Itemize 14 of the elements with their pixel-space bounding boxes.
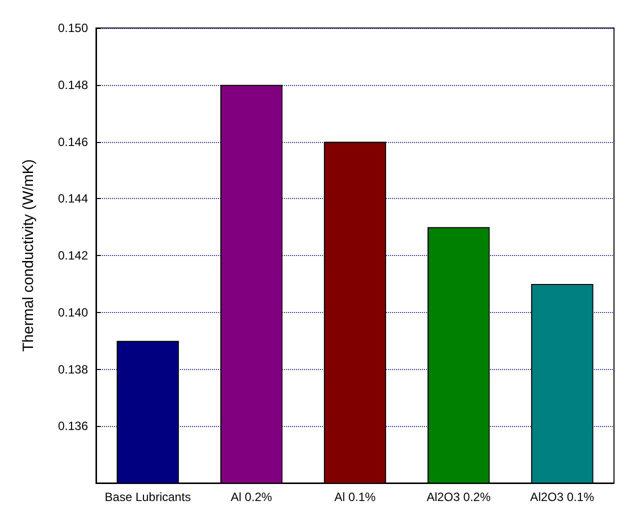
y-tick-label: 0.140 [58,305,88,320]
x-tick-label: Al 0.2% [230,490,272,504]
y-tick-label: 0.146 [58,134,88,149]
y-tick-label: 0.136 [58,419,88,434]
y-tick-label: 0.144 [58,192,88,206]
y-tick-label: 0.142 [58,248,88,262]
x-tick-label: Al2O3 0.2% [426,490,491,504]
y-tick-label: 0.138 [58,362,88,376]
y-tick-label: 0.148 [58,78,88,92]
y-tick-label: 0.150 [58,21,88,35]
x-tick-label: Base Lubricants [104,490,191,504]
x-tick-label: Al2O3 0.1% [530,490,595,504]
y-axis-title: Thermal conductivity (W/mK) [20,159,37,352]
x-tick-label: Al 0.1% [334,490,376,504]
